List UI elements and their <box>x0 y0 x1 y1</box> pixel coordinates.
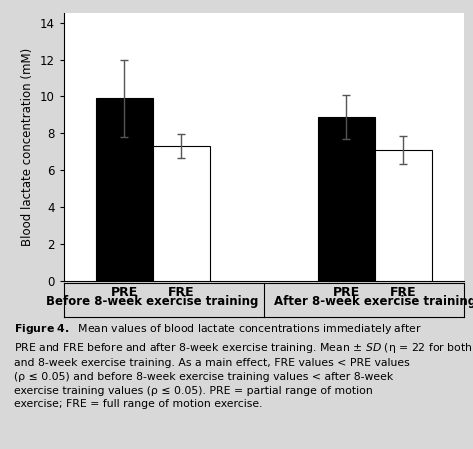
Y-axis label: Blood lactate concentration (mM): Blood lactate concentration (mM) <box>21 48 34 246</box>
Text: Before 8-week exercise training: Before 8-week exercise training <box>46 295 259 308</box>
Bar <box>318 117 375 281</box>
Bar <box>96 98 153 281</box>
Text: $\bf{Figure\ 4.}$  Mean values of blood lactate concentrations immediately after: $\bf{Figure\ 4.}$ Mean values of blood l… <box>14 322 473 409</box>
Bar <box>153 146 210 281</box>
Text: After 8-week exercise training: After 8-week exercise training <box>274 295 473 308</box>
Bar <box>375 150 431 281</box>
